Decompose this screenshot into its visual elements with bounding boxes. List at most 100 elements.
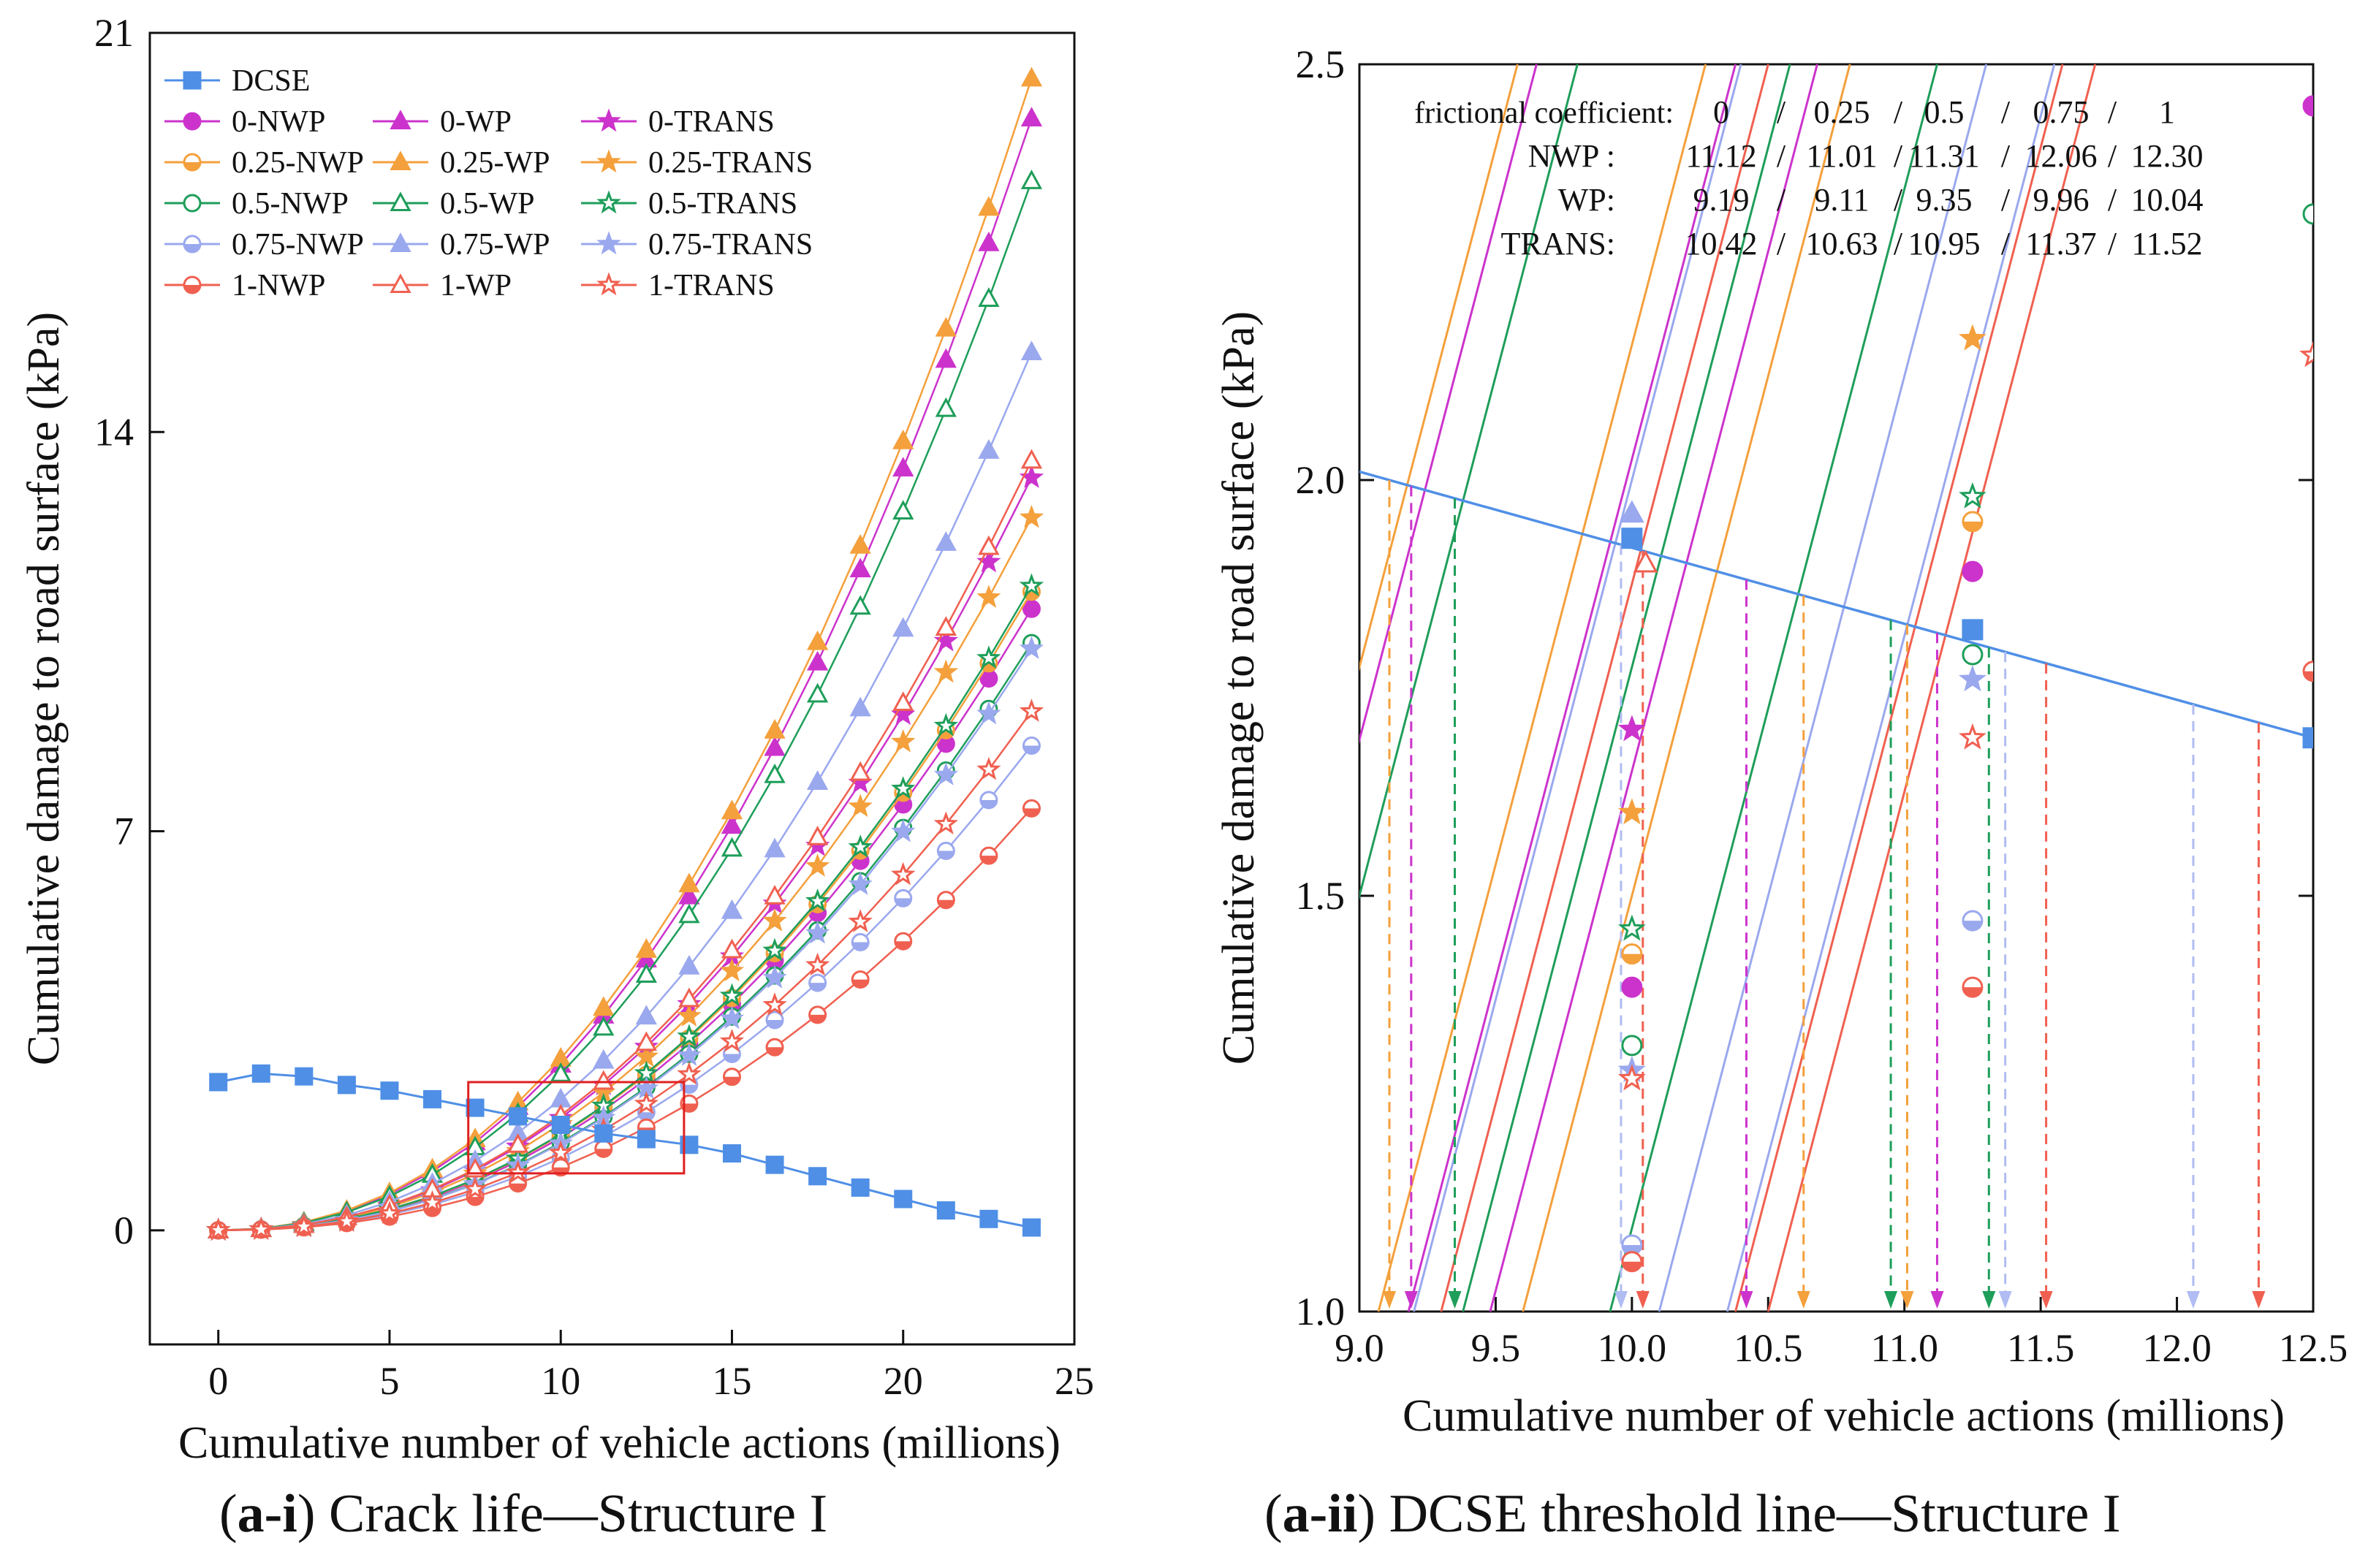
data-point <box>594 1139 613 1158</box>
legend-label: 0.75-NWP <box>232 228 364 262</box>
marker-star <box>719 983 745 1007</box>
marker-triangle <box>1020 340 1043 361</box>
data-point <box>764 884 786 905</box>
data-point <box>935 316 957 337</box>
data-point <box>721 938 743 959</box>
drop-arrow <box>1739 1291 1753 1309</box>
x-tick-label: 25 <box>1055 1359 1094 1403</box>
legend-marker <box>183 153 202 172</box>
data-point <box>507 1133 529 1153</box>
data-point <box>593 1016 615 1036</box>
data-point <box>806 630 829 650</box>
marker-square <box>551 1116 570 1135</box>
marker-half <box>980 799 997 808</box>
table-value: 11.52 <box>2131 226 2202 262</box>
data-point <box>1022 599 1041 618</box>
drop-arrow <box>1448 1291 1462 1309</box>
table-value: 12.06 <box>2025 138 2098 174</box>
marker-triangle <box>892 617 914 637</box>
data-point <box>678 987 700 1008</box>
marker-star <box>933 659 959 683</box>
series-0-5-nwp <box>209 633 1041 1240</box>
data-point-0-5-nwp <box>1962 644 1984 666</box>
marker-triangle <box>678 987 700 1008</box>
marker-star <box>976 549 1001 573</box>
data-point <box>848 834 873 858</box>
marker-star <box>1019 573 1044 597</box>
x-tick-label: 11.0 <box>1870 1326 1938 1370</box>
marker-star <box>1019 699 1044 722</box>
x-tick-label: 12.0 <box>2142 1326 2212 1370</box>
threshold-drop <box>1796 595 1810 1309</box>
table-row-label: TRANS: <box>1501 226 1615 262</box>
marker-triangle <box>678 955 700 975</box>
data-point <box>678 884 700 905</box>
data-point <box>1022 1218 1041 1237</box>
table-row-label: WP: <box>1558 182 1615 218</box>
marker-star <box>848 872 873 895</box>
data-point <box>678 955 700 975</box>
data-point <box>719 1029 745 1052</box>
marker-star <box>596 231 621 255</box>
marker-half <box>895 898 911 907</box>
marker-circle <box>1962 644 1984 666</box>
data-point <box>377 1200 402 1224</box>
marker-triangle <box>635 1005 657 1025</box>
legend-marker <box>596 149 621 173</box>
data-point <box>894 1190 913 1209</box>
marker-triangle <box>678 884 700 905</box>
marker-half <box>852 942 869 951</box>
data-point-0-5-nwp <box>1621 1035 1643 1057</box>
marker-star <box>1019 465 1044 488</box>
data-point <box>849 696 871 717</box>
data-point <box>593 1048 615 1069</box>
marker-star <box>891 701 916 726</box>
legend-marker <box>183 235 202 254</box>
marker-triangle <box>935 348 957 368</box>
marker-star <box>292 1214 316 1238</box>
marker-triangle <box>635 1031 657 1051</box>
data-point-1-nwp <box>2302 661 2313 682</box>
data-point <box>849 557 871 578</box>
legend-marker <box>390 110 411 129</box>
marker-star <box>596 149 621 173</box>
data-point <box>678 903 700 924</box>
series-line-0-wp <box>1359 64 1538 745</box>
table-row-label: NWP : <box>1528 138 1615 174</box>
data-point <box>205 1217 231 1241</box>
data-point <box>849 533 871 554</box>
data-point <box>808 1005 827 1024</box>
data-point <box>933 811 959 834</box>
marker-triangle <box>390 151 411 170</box>
marker-square <box>637 1130 656 1149</box>
drop-arrow <box>1900 1291 1914 1309</box>
data-point <box>933 659 959 683</box>
threshold-drop <box>1448 498 1462 1309</box>
series-line-0-25-wp <box>1359 64 1519 671</box>
data-point <box>764 736 786 756</box>
crack-life-chart: 0 5 10 15 20 25 0 7 14 21 Cumulative number of veh… <box>19 11 1094 1468</box>
marker-square <box>209 1073 228 1092</box>
data-point <box>848 872 873 895</box>
marker-star <box>891 729 916 753</box>
marker-half <box>638 1112 655 1121</box>
legend-label: 0-WP <box>440 105 512 139</box>
marker-star <box>334 1209 360 1232</box>
marker-square <box>680 1135 699 1154</box>
data-point <box>892 500 914 520</box>
marker-star <box>762 937 787 962</box>
table-value: 9.96 <box>2033 182 2090 218</box>
series-line-0-25-nwp <box>1377 64 1707 1312</box>
marker-star <box>1958 324 1986 351</box>
series-line <box>218 78 1033 1232</box>
x-tick-label: 11.5 <box>2007 1326 2075 1370</box>
legend-marker <box>390 232 411 252</box>
marker-half <box>1622 954 1642 964</box>
marker-triangle <box>849 533 871 554</box>
legend-item-0-75-nwp: 0.75-NWP <box>164 228 364 262</box>
data-point-1-trans <box>2299 340 2313 368</box>
data-point-dcse <box>2302 727 2313 749</box>
data-point <box>466 1098 485 1117</box>
data-point <box>765 1038 784 1057</box>
series-dcse <box>209 1064 1041 1237</box>
